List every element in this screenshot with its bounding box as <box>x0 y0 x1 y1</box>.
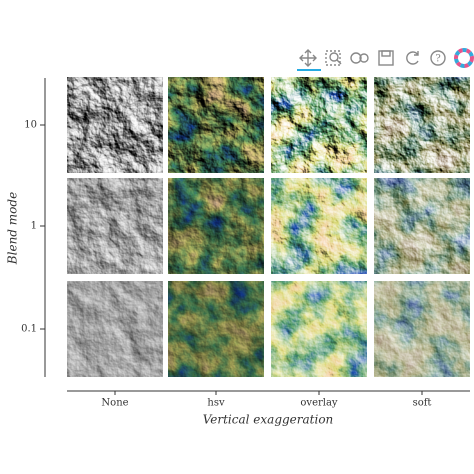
x-tick-label: soft <box>413 398 432 409</box>
x-axis-label: Vertical exaggeration <box>203 413 334 427</box>
x-tick-label: None <box>101 398 128 409</box>
save-tool[interactable] <box>378 50 394 66</box>
image-panel <box>168 281 264 377</box>
pan-tool[interactable] <box>299 49 317 67</box>
image-panel <box>67 178 163 274</box>
help-tool[interactable]: ? <box>430 50 446 66</box>
image-panel <box>374 178 470 274</box>
y-tick-label: 1 <box>31 221 37 232</box>
x-tick-label: hsv <box>207 398 225 409</box>
y-tick-label: 0.1 <box>21 324 37 335</box>
image-panel <box>168 178 264 274</box>
bokeh-logo[interactable] <box>454 48 474 68</box>
wheel-zoom-tool[interactable] <box>350 52 369 64</box>
x-tick-label: overlay <box>300 398 338 409</box>
box-zoom-tool[interactable] <box>325 50 342 66</box>
image-panel <box>67 281 163 377</box>
image-panel <box>271 281 367 377</box>
image-panel <box>271 178 367 274</box>
y-axis-label: Blend mode <box>6 192 20 265</box>
svg-text:?: ? <box>435 54 440 65</box>
image-panel <box>168 77 264 173</box>
image-panel <box>67 77 163 173</box>
y-tick-label: 10 <box>24 120 37 131</box>
reset-tool[interactable] <box>406 51 419 65</box>
image-panel <box>374 281 470 377</box>
toolbar: ? <box>297 48 474 71</box>
image-panel <box>374 77 470 173</box>
image-panel <box>271 77 367 173</box>
